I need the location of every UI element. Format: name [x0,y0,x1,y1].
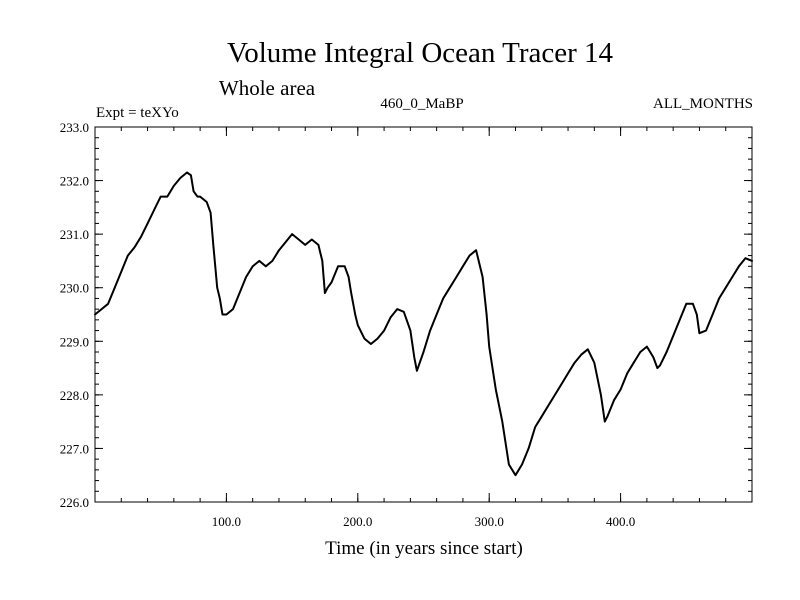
y-tick-label: 233.0 [60,120,89,135]
series-layer [94,171,753,477]
y-tick-label: 228.0 [60,388,89,403]
chart-subtitle: Whole area [219,76,316,100]
y-tick-label: 232.0 [60,174,89,189]
chart-title: Volume Integral Ocean Tracer 14 [227,37,614,69]
months-label: ALL_MONTHS [653,96,753,112]
period-label: 460_0_MaBP [380,96,463,112]
x-tick-label: 300.0 [475,514,504,529]
experiment-label: Expt = teXYo [96,105,179,121]
plot-frame [94,126,753,503]
y-tick-label: 231.0 [60,227,89,242]
x-axis-label: Time (in years since start) [325,538,523,559]
y-tick-label: 229.0 [60,334,89,349]
x-tick-label: 100.0 [212,514,241,529]
x-tick-label: 400.0 [606,514,635,529]
x-tick-label: 200.0 [343,514,372,529]
y-tick-label: 230.0 [60,281,89,296]
series-line-0 [94,171,753,477]
y-tick-label: 227.0 [60,441,89,456]
axis-ticks: 226.0 227.0 228.0 229.0 230.0 231.0 232.0 233.0… [60,120,752,529]
y-tick-label: 226.0 [60,495,89,510]
